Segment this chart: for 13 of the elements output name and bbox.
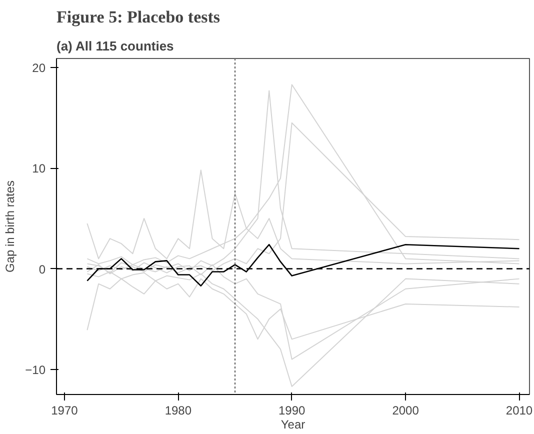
y-tick-label: 10 xyxy=(32,162,46,176)
y-tick-label: 0 xyxy=(38,262,46,276)
chart-subtitle: (a) All 115 counties xyxy=(56,38,174,54)
chart-title: Figure 5: Placebo tests xyxy=(56,8,220,26)
x-tick-label: 1990 xyxy=(278,404,306,418)
x-tick-label: 1970 xyxy=(51,404,78,418)
x-axis-title: Year xyxy=(280,418,306,432)
x-tick-label: 2000 xyxy=(392,404,420,418)
y-tick-label: 20 xyxy=(32,61,46,76)
y-axis-title: Gap in birth rates xyxy=(3,180,18,273)
x-tick-label: 1980 xyxy=(164,404,192,418)
y-tick-label: −10 xyxy=(25,362,46,377)
x-tick-label: 2010 xyxy=(506,404,533,418)
